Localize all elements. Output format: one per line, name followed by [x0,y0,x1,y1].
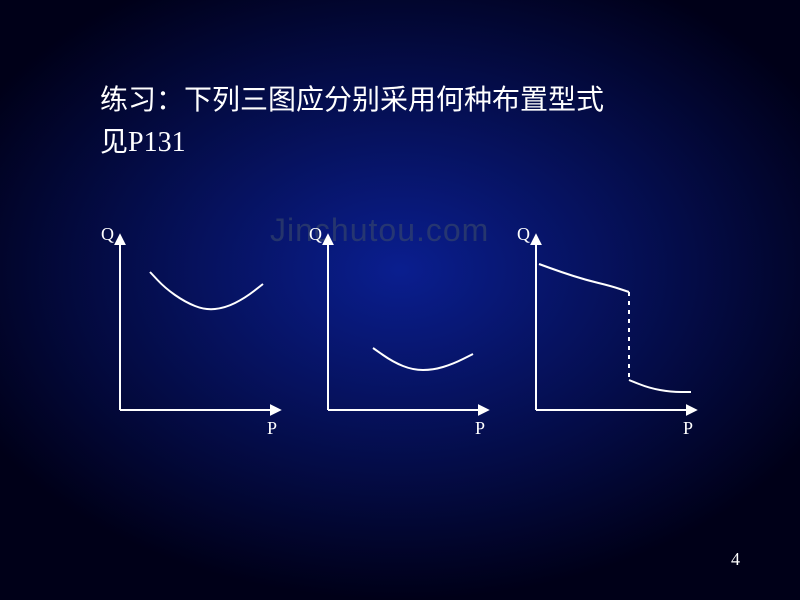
title-line2-en: P131 [128,127,186,158]
charts-row: Q P Q P Q P [105,230,701,430]
chart-3-svg [521,230,701,430]
chart-1-x-label: P [267,418,277,439]
chart-3-y-label: Q [517,224,530,245]
page-number: 4 [731,549,740,570]
chart-3-x-label: P [683,418,693,439]
title-block: 练习：下列三图应分别采用何种布置型式 见P131 [100,80,604,164]
slide: 练习：下列三图应分别采用何种布置型式 见P131 Jinchutou.com Q… [0,0,800,600]
chart-2-svg [313,230,493,430]
title-line2: 见P131 [100,122,604,164]
chart-2: Q P [313,230,493,430]
title-line1: 练习：下列三图应分别采用何种布置型式 [100,80,604,122]
chart-2-x-label: P [475,418,485,439]
chart-1-svg [105,230,285,430]
title-line2-prefix: 见 [100,127,128,158]
chart-1: Q P [105,230,285,430]
chart-3: Q P [521,230,701,430]
chart-1-y-label: Q [101,224,114,245]
chart-2-y-label: Q [309,224,322,245]
